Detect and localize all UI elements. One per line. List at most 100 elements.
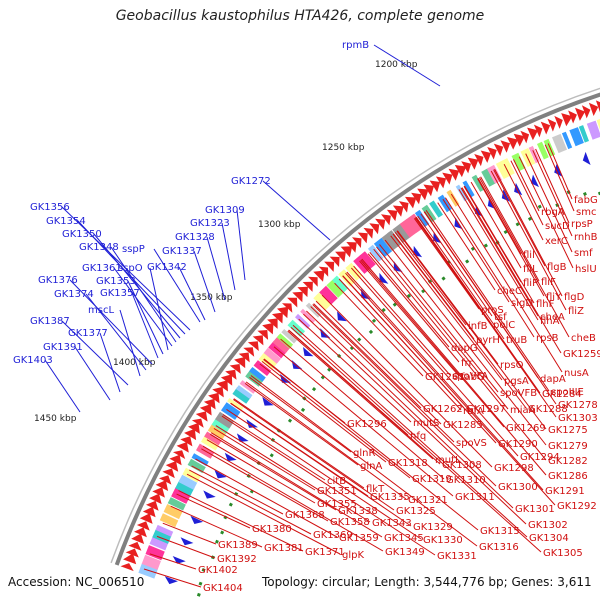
gene-label[interactable]: GK1358 <box>330 517 370 528</box>
gene-label[interactable]: GK1292 <box>557 501 597 512</box>
gene-label[interactable]: rnhB <box>574 232 598 243</box>
gene-label[interactable]: xerC <box>545 236 568 247</box>
gene-label[interactable]: GK1348 <box>79 242 119 253</box>
gene-label[interactable]: citB <box>327 476 346 487</box>
gene-label[interactable]: GK1349 <box>385 547 425 558</box>
gene-label[interactable]: GK1404 <box>203 583 243 594</box>
gene-label[interactable]: GK1300 <box>498 482 538 493</box>
gene-label[interactable]: smf <box>574 248 593 259</box>
gene-label[interactable]: GK1359 <box>339 533 379 544</box>
gene-label[interactable]: pgsA <box>504 376 529 387</box>
gene-label[interactable]: rpsP <box>571 219 593 230</box>
gene-label[interactable]: GK1335 <box>370 492 410 503</box>
gene-label[interactable]: GK1354 <box>46 216 86 227</box>
gene-label[interactable]: GK1377 <box>68 328 108 339</box>
gene-label[interactable]: GK1301 <box>515 504 555 515</box>
gene-label[interactable]: GK1391 <box>43 342 83 353</box>
gene-label[interactable]: fabG <box>574 195 598 206</box>
gene-label[interactable]: GK1357 <box>100 288 140 299</box>
gene-label[interactable]: GK1288 <box>528 404 568 415</box>
gene-label[interactable]: cheA <box>540 312 565 323</box>
gene-label[interactable]: smc <box>576 207 596 218</box>
gene-label[interactable]: GK1275 <box>548 425 588 436</box>
gene-label[interactable]: pyrH <box>476 335 500 346</box>
gene-label[interactable]: GK1310 <box>446 475 486 486</box>
gene-label[interactable]: GK1371 <box>305 547 345 558</box>
gene-label[interactable]: GK1303 <box>558 413 598 424</box>
gene-label[interactable]: GK1337 <box>162 246 202 257</box>
gene-label[interactable]: GK1290 <box>498 439 538 450</box>
gene-label[interactable]: dapG <box>451 343 478 354</box>
gene-label[interactable]: flhF <box>536 299 555 310</box>
gene-label[interactable]: GK1291 <box>545 486 585 497</box>
gene-label[interactable]: spoVS <box>456 438 487 449</box>
gene-label[interactable]: GK1402 <box>198 565 238 576</box>
gene-label[interactable]: GK1269 <box>506 423 546 434</box>
gene-label[interactable]: GK1262 <box>423 404 463 415</box>
gene-label[interactable]: GK1329 <box>413 522 453 533</box>
gene-label[interactable]: rbfA <box>463 406 484 417</box>
gene-label[interactable]: GK1316 <box>479 542 519 553</box>
gene-label[interactable]: GK1302 <box>528 520 568 531</box>
gene-label[interactable]: nusA <box>564 368 589 379</box>
gene-label[interactable]: GK1338 <box>338 506 378 517</box>
gene-label[interactable]: GK1356 <box>30 202 70 213</box>
gene-label[interactable]: GK1297 <box>466 404 506 415</box>
gene-label[interactable]: mutL <box>435 455 461 466</box>
gene-label[interactable]: rpsB <box>536 333 559 344</box>
gene-label[interactable]: GK1284 <box>542 389 582 400</box>
gene-label[interactable]: flkT <box>366 484 385 495</box>
gene-label[interactable]: GK1298 <box>494 463 534 474</box>
gene-label[interactable]: GK1328 <box>175 232 215 243</box>
gene-label[interactable]: tsf <box>494 312 507 323</box>
gene-label[interactable]: spoIIIE <box>551 387 584 398</box>
gene-label[interactable]: GK1286 <box>548 471 588 482</box>
gene-label[interactable]: GK1403 <box>13 355 53 366</box>
gene-label[interactable]: flil <box>523 250 535 261</box>
gene-label[interactable]: GK1325 <box>396 506 436 517</box>
gene-label[interactable]: cheB <box>571 333 596 344</box>
gene-label[interactable]: fliF <box>541 277 556 288</box>
gene-label[interactable]: GK1353 <box>96 276 136 287</box>
gene-label[interactable]: GK1361 <box>82 263 122 274</box>
gene-label[interactable]: miaA <box>510 405 536 416</box>
gene-label[interactable]: GK1381 <box>264 543 304 554</box>
gene-label[interactable]: GK1315 <box>480 526 520 537</box>
gene-label[interactable]: fliY <box>546 292 562 303</box>
gene-label[interactable]: hslU <box>575 264 597 275</box>
gene-label[interactable]: GK1259 <box>563 349 600 360</box>
gene-label[interactable]: GK1368 <box>285 510 325 521</box>
gene-label[interactable]: GK1392 <box>217 554 257 565</box>
gene-label[interactable]: GK1387 <box>30 316 70 327</box>
gene-label[interactable]: sspO <box>118 263 143 274</box>
gene-label[interactable]: hfq <box>410 431 426 442</box>
gene-label[interactable]: flhA <box>540 316 560 327</box>
gene-label[interactable]: GK1330 <box>423 535 463 546</box>
gene-label[interactable]: GK1345 <box>384 533 424 544</box>
gene-label[interactable]: glnR <box>353 448 375 459</box>
gene-label[interactable]: dapA <box>540 374 566 385</box>
gene-label[interactable]: GK1331 <box>437 551 477 562</box>
gene-label[interactable]: cheC <box>497 286 522 297</box>
gene-label[interactable]: truB <box>506 335 527 346</box>
gene-label[interactable]: GK1294 <box>520 452 560 463</box>
gene-label[interactable]: GK1374 <box>54 289 94 300</box>
gene-label[interactable]: GK1272 <box>231 176 271 187</box>
gene-label[interactable]: GK1342 <box>147 262 187 273</box>
gene-label[interactable]: mutS <box>413 418 439 429</box>
gene-label[interactable]: GK1389 <box>218 540 258 551</box>
gene-label[interactable]: mscL <box>88 305 114 316</box>
gene-label[interactable]: GK1369 <box>313 530 353 541</box>
gene-label[interactable]: fabG <box>461 372 485 383</box>
gene-label[interactable]: fliZ <box>568 306 584 317</box>
gene-label[interactable]: GK1278 <box>558 400 598 411</box>
gene-label[interactable]: sspP <box>122 244 145 255</box>
gene-label[interactable]: GK1323 <box>190 218 230 229</box>
gene-label[interactable]: GK1380 <box>252 524 292 535</box>
gene-label[interactable]: GK1305 <box>543 548 583 559</box>
gene-label[interactable]: GK1355 <box>317 499 357 510</box>
gene-label[interactable]: flgB <box>547 262 567 273</box>
gene-label[interactable]: GK1282 <box>548 456 588 467</box>
gene-label[interactable]: GK1261 <box>425 372 465 383</box>
